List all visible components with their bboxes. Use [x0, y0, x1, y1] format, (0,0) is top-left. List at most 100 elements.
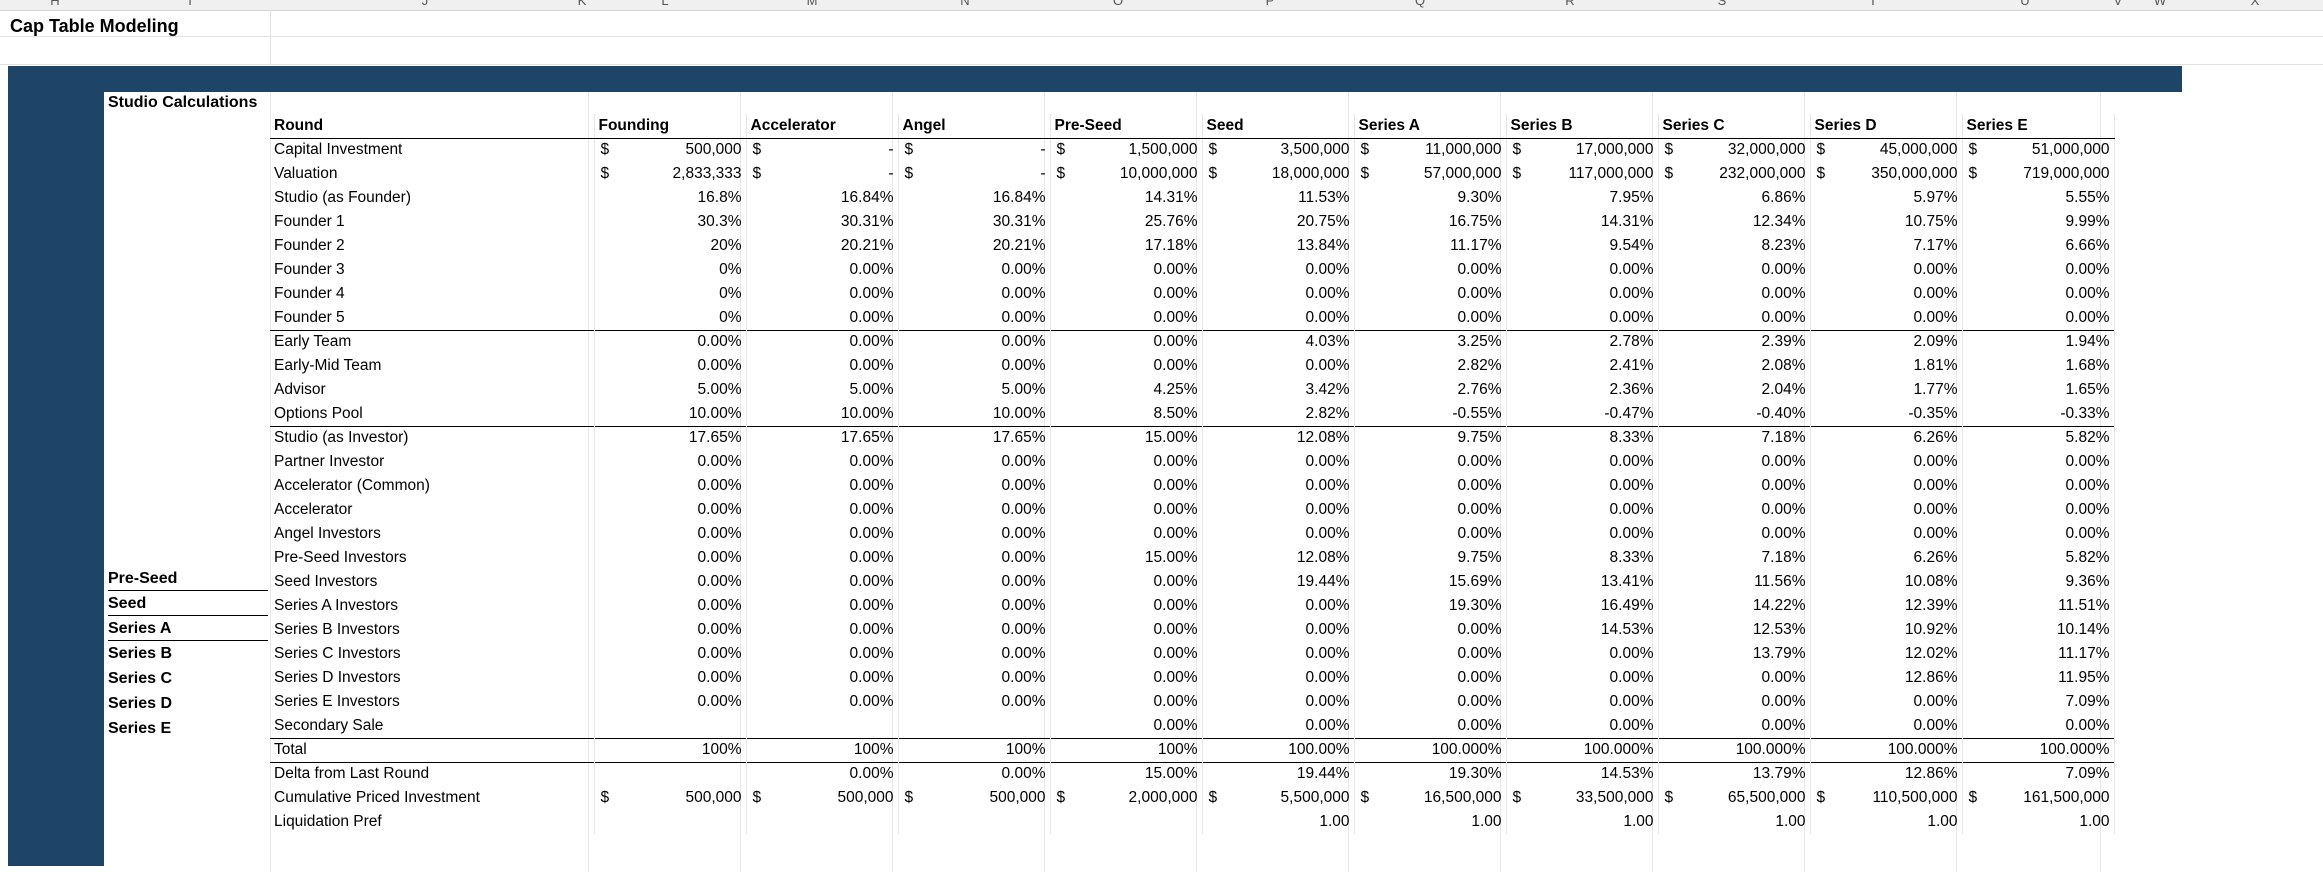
section-title[interactable]: Studio Calculations	[108, 94, 258, 111]
row-label[interactable]: Series E Investors	[270, 690, 595, 714]
table-cell[interactable]: 11.17%	[1354, 234, 1507, 258]
column-letter[interactable]: I	[188, 0, 192, 8]
table-cell[interactable]: $719,000,000	[1962, 162, 2115, 186]
table-cell[interactable]: 0.00%	[746, 761, 899, 786]
table-cell[interactable]: $2,000,000	[1050, 786, 1203, 810]
table-cell[interactable]: 0.00%	[1354, 498, 1507, 522]
header-cell[interactable]: Pre-Seed	[1050, 114, 1203, 139]
table-cell[interactable]: 0.00%	[898, 522, 1051, 546]
column-letter[interactable]: R	[1565, 0, 1575, 8]
table-cell[interactable]: 0.00%	[1658, 690, 1811, 714]
table-cell[interactable]: 0.00%	[746, 570, 899, 594]
table-cell[interactable]: 0.00%	[1658, 666, 1811, 690]
table-cell[interactable]: 0.00%	[1506, 522, 1659, 546]
table-cell[interactable]: 5.00%	[594, 378, 747, 402]
table-cell[interactable]: 0.00%	[898, 282, 1051, 306]
table-cell[interactable]: 0.00%	[746, 450, 899, 474]
table-cell[interactable]: 0.00%	[1810, 522, 1963, 546]
column-letter[interactable]: U	[2020, 0, 2030, 8]
row-label[interactable]: Secondary Sale	[270, 714, 595, 738]
table-cell[interactable]: $ -	[898, 162, 1051, 186]
table-cell[interactable]: 0.00%	[594, 690, 747, 714]
table-cell[interactable]: 0.00%	[898, 546, 1051, 570]
table-cell[interactable]: $17,000,000	[1506, 138, 1659, 162]
table-cell[interactable]: 0.00%	[1354, 306, 1507, 330]
row-label[interactable]: Series A Investors	[270, 594, 595, 618]
table-cell[interactable]: 6.26%	[1810, 425, 1963, 450]
table-cell[interactable]: 12.08%	[1202, 425, 1355, 450]
table-cell[interactable]: 0.00%	[594, 450, 747, 474]
row-label[interactable]: Pre-Seed Investors	[270, 546, 595, 570]
table-cell[interactable]: $117,000,000	[1506, 162, 1659, 186]
table-cell[interactable]: 3.42%	[1202, 378, 1355, 402]
table-cell[interactable]: 17.65%	[746, 425, 899, 450]
table-cell[interactable]: $ -	[746, 162, 899, 186]
table-cell[interactable]: 0.00%	[1050, 690, 1203, 714]
table-cell[interactable]: 1.68%	[1962, 354, 2115, 378]
table-cell[interactable]: 8.50%	[1050, 402, 1203, 426]
table-cell[interactable]: 14.31%	[1506, 210, 1659, 234]
table-cell[interactable]: 0%	[594, 306, 747, 330]
table-cell[interactable]: 8.33%	[1506, 425, 1659, 450]
table-cell[interactable]: 0.00%	[746, 546, 899, 570]
table-cell[interactable]: $45,000,000	[1810, 138, 1963, 162]
table-cell[interactable]: 2.08%	[1658, 354, 1811, 378]
table-cell[interactable]: 20.21%	[746, 234, 899, 258]
table-cell[interactable]: $51,000,000	[1962, 138, 2115, 162]
table-cell[interactable]: 19.30%	[1354, 761, 1507, 786]
table-cell[interactable]: 0.00%	[746, 498, 899, 522]
table-cell[interactable]: 0.00%	[1354, 522, 1507, 546]
table-cell[interactable]: 12.34%	[1658, 210, 1811, 234]
table-cell[interactable]: $11,000,000	[1354, 138, 1507, 162]
table-cell[interactable]: $3,500,000	[1202, 138, 1355, 162]
header-cell[interactable]: Series D	[1810, 114, 1963, 139]
table-cell[interactable]: 0.00%	[1354, 690, 1507, 714]
table-cell[interactable]: 100.000%	[1506, 737, 1659, 762]
stage-label[interactable]: Series C	[108, 670, 173, 687]
table-cell[interactable]: 0.00%	[1050, 642, 1203, 666]
table-cell[interactable]: 9.36%	[1962, 570, 2115, 594]
table-cell[interactable]: 0.00%	[746, 306, 899, 330]
table-cell[interactable]: 11.56%	[1658, 570, 1811, 594]
table-cell[interactable]: $ -	[746, 138, 899, 162]
table-cell[interactable]: 1.00	[1810, 810, 1963, 834]
table-cell[interactable]: 0.00%	[1658, 450, 1811, 474]
table-cell[interactable]: 2.39%	[1658, 329, 1811, 354]
header-cell[interactable]: Founding	[594, 114, 747, 139]
table-cell[interactable]: $500,000	[594, 138, 747, 162]
table-cell[interactable]: 0.00%	[1050, 594, 1203, 618]
table-cell[interactable]: 13.41%	[1506, 570, 1659, 594]
table-cell[interactable]: 8.23%	[1658, 234, 1811, 258]
table-cell[interactable]: 0.00%	[1202, 450, 1355, 474]
table-cell[interactable]: 0.00%	[898, 594, 1051, 618]
table-cell[interactable]: 12.02%	[1810, 642, 1963, 666]
table-cell[interactable]: 0.00%	[594, 570, 747, 594]
table-cell[interactable]: 0.00%	[594, 594, 747, 618]
table-cell[interactable]: 13.84%	[1202, 234, 1355, 258]
table-cell[interactable]	[898, 714, 1051, 738]
table-cell[interactable]: 2.04%	[1658, 378, 1811, 402]
table-cell[interactable]: 12.53%	[1658, 618, 1811, 642]
table-cell[interactable]: $350,000,000	[1810, 162, 1963, 186]
table-cell[interactable]: 12.39%	[1810, 594, 1963, 618]
table-cell[interactable]: 9.75%	[1354, 546, 1507, 570]
table-cell[interactable]: 0.00%	[898, 666, 1051, 690]
table-cell[interactable]: 0.00%	[1202, 690, 1355, 714]
stage-label[interactable]: Series E	[108, 720, 172, 737]
table-cell[interactable]: 0.00%	[1050, 450, 1203, 474]
table-cell[interactable]: 0.00%	[1050, 282, 1203, 306]
table-cell[interactable]: 0.00%	[1506, 498, 1659, 522]
table-cell[interactable]: $33,500,000	[1506, 786, 1659, 810]
table-cell[interactable]: 4.25%	[1050, 378, 1203, 402]
table-cell[interactable]: 14.22%	[1658, 594, 1811, 618]
table-cell[interactable]: 0.00%	[1962, 474, 2115, 498]
table-cell[interactable]: 10.00%	[594, 402, 747, 426]
column-letter[interactable]: S	[1717, 0, 1727, 8]
table-cell[interactable]: 100.000%	[1658, 737, 1811, 762]
table-cell[interactable]: 0.00%	[746, 329, 899, 354]
table-cell[interactable]: 14.53%	[1506, 618, 1659, 642]
table-cell[interactable]: 17.18%	[1050, 234, 1203, 258]
table-cell[interactable]: 11.51%	[1962, 594, 2115, 618]
table-cell[interactable]: 0.00%	[1050, 354, 1203, 378]
table-cell[interactable]: 10.00%	[898, 402, 1051, 426]
